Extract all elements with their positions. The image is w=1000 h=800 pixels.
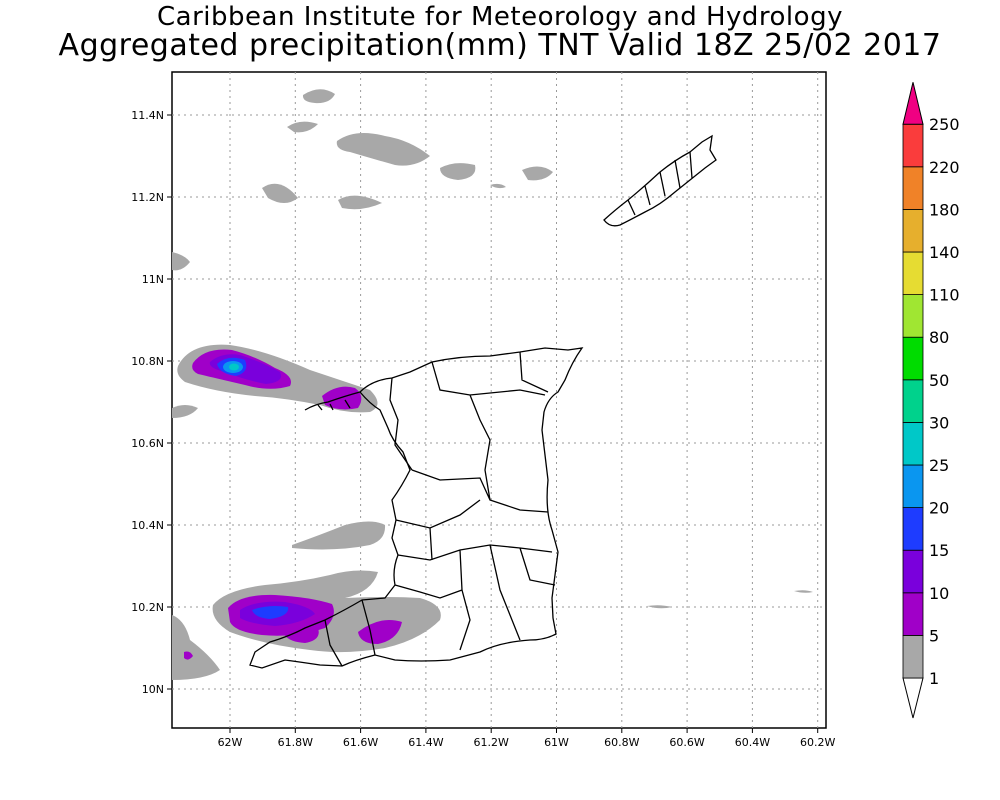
colorbar-swatch [902, 251, 924, 295]
lat-tick-label: 10.6N [131, 437, 164, 450]
precip-area-grey [287, 121, 318, 133]
precip-area-grey [262, 183, 298, 203]
lat-tick-label: 10.2N [131, 601, 164, 614]
lat-tick-label: 10N [142, 683, 164, 696]
lon-tick-label: 60.6W [669, 736, 704, 749]
precip-area-grey [172, 252, 190, 271]
colorbar-label: 5 [929, 626, 939, 645]
lat-tick-label: 11.4N [131, 109, 164, 122]
northwest-peninsula [304, 391, 361, 411]
colorbar-label: 110 [929, 286, 960, 305]
colorbar-swatch [902, 379, 924, 423]
title-institute: Caribbean Institute for Meteorology and … [157, 2, 843, 32]
precip-area-grey [172, 615, 220, 680]
lon-tick-label: 61.4W [408, 736, 443, 749]
colorbar-swatch [902, 208, 924, 253]
precip-area-grey [440, 163, 476, 180]
parish-boundary [627, 151, 693, 216]
lon-tick-label: 61W [544, 736, 569, 749]
precip-area-purple [283, 627, 319, 643]
precip-area-grey [172, 405, 198, 418]
colorbar-swatch [902, 507, 924, 551]
lon-tick-label: 60.2W [800, 736, 835, 749]
precip-area-grey [522, 166, 553, 181]
colorbar-label: 20 [929, 499, 949, 518]
precip-area-grey [336, 132, 430, 166]
lon-tick-label: 61.8W [278, 736, 313, 749]
lat-tick-label: 10.4N [131, 519, 164, 532]
colorbar-label: 25 [929, 456, 949, 475]
precip-area-grey [490, 183, 506, 189]
tobago-island [603, 134, 717, 227]
colorbar-swatch [902, 336, 924, 381]
colorbar-label: 80 [929, 328, 949, 347]
precip-area-cyan [229, 363, 239, 371]
precip-area-purple [184, 651, 193, 660]
lon-tick-label: 61.2W [474, 736, 509, 749]
colorbar-label: 220 [929, 158, 960, 177]
precip-area-grey [647, 605, 672, 609]
colorbar-label: 180 [929, 200, 960, 219]
county-boundary [324, 351, 556, 667]
colorbar-swatch [902, 592, 924, 636]
colorbar-label: 1 [929, 669, 939, 688]
colorbar-swatch [902, 464, 924, 508]
lon-tick-label: 60.4W [735, 736, 770, 749]
colorbar-swatch [902, 123, 924, 168]
trinidad-island [249, 347, 584, 669]
colorbar-label: 50 [929, 371, 949, 390]
lon-tick-label: 60.8W [604, 736, 639, 749]
colorbar-swatch [902, 166, 924, 210]
tobago-coastline [603, 134, 717, 227]
precip-area-grey [302, 89, 335, 104]
precip-area-grey [338, 195, 382, 210]
lon-tick-label: 61.6W [343, 736, 378, 749]
title-product: Aggregated precipitation(mm) TNT Valid 1… [58, 28, 942, 63]
lat-tick-label: 11.2N [131, 191, 164, 204]
colorbar-label: 15 [929, 541, 949, 560]
lon-tick-label: 62W [218, 736, 243, 749]
colorbar-swatch [902, 294, 924, 338]
colorbar-label: 10 [929, 584, 949, 603]
colorbar-swatch [902, 635, 924, 679]
precip-area-grey [794, 590, 813, 593]
colorbar-swatch [902, 421, 924, 466]
trinidad-coastline [249, 347, 584, 669]
precip-area-blue [252, 606, 289, 619]
colorbar-label: 250 [929, 115, 960, 134]
colorbar-high-arrow [902, 82, 924, 125]
colorbar-swatch [902, 549, 924, 594]
lat-tick-label: 11N [142, 273, 164, 286]
colorbar-label: 140 [929, 243, 960, 262]
colorbar-label: 30 [929, 413, 949, 432]
lat-tick-label: 10.8N [131, 355, 164, 368]
colorbar-low-arrow [902, 677, 924, 719]
precip-area-grey [292, 521, 386, 550]
precip-25-30mm-areas [229, 363, 239, 371]
